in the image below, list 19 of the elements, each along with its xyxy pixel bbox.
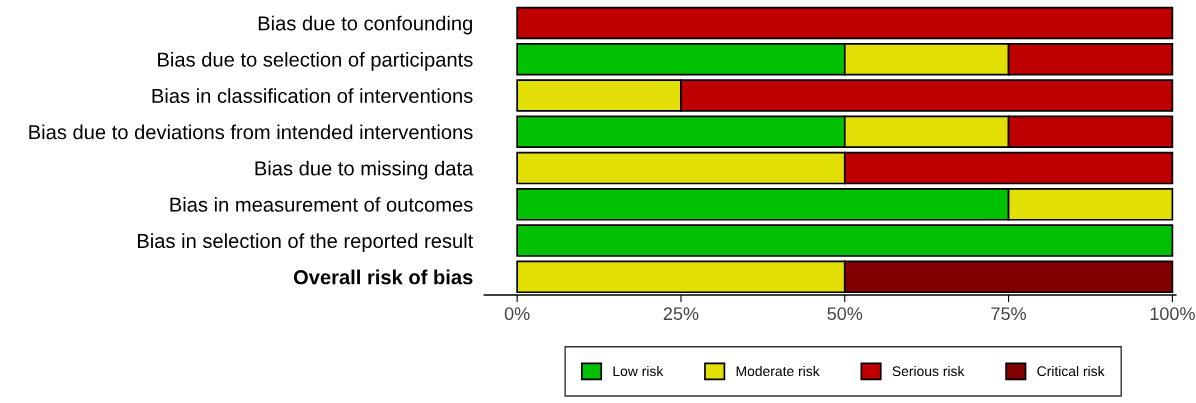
x-tick-label: 100%	[1150, 307, 1195, 321]
legend-label: Low risk	[613, 365, 664, 377]
x-tick-label: 0%	[504, 307, 530, 321]
y-tick-label: Bias in measurement of outcomes	[170, 197, 473, 212]
y-tick-label: Bias due to missing data	[255, 160, 474, 180]
bar	[516, 6, 1174, 40]
x-tick-label: 50%	[827, 307, 863, 321]
legend-label: Moderate risk	[736, 365, 820, 377]
y-tick-label: Bias due to deviations from intended interventions	[29, 124, 473, 140]
legend-label: Critical risk	[1037, 365, 1105, 377]
bar	[516, 224, 1174, 257]
legend-label: Serious risk	[892, 365, 965, 377]
y-tick-label: Bias in classification of interventions	[152, 88, 473, 104]
x-tick-label: 75%	[991, 307, 1027, 321]
x-tick-label: 25%	[663, 307, 699, 321]
y-tick-label: Bias in selection of the reported result	[137, 233, 474, 253]
y-tick-label: Bias due to selection of participants	[158, 51, 473, 71]
y-tick-label: Bias due to confounding	[258, 15, 472, 35]
y-tick-label: Overall risk of bias	[293, 269, 473, 285]
